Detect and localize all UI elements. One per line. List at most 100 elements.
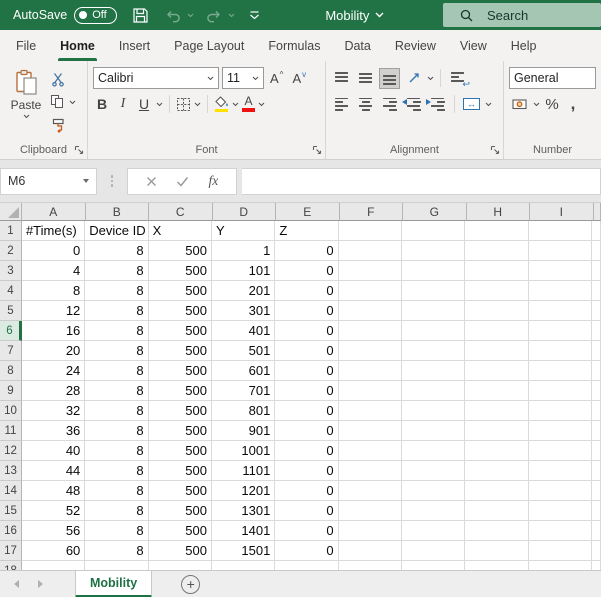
grow-font-button[interactable]: A ^ xyxy=(270,69,284,86)
cell-i18[interactable] xyxy=(529,561,593,570)
cell-h1[interactable] xyxy=(465,221,529,241)
cell-b15[interactable]: 8 xyxy=(85,501,149,521)
cancel-icon[interactable] xyxy=(146,176,157,187)
cell-f15[interactable] xyxy=(338,501,402,521)
cell-i15[interactable] xyxy=(528,501,593,521)
cell-i9[interactable] xyxy=(528,381,593,401)
cell-e10[interactable]: 0 xyxy=(275,401,339,421)
cell-f14[interactable] xyxy=(338,481,402,501)
row-header-8[interactable]: 8 xyxy=(0,361,22,381)
cell-d7[interactable]: 501 xyxy=(211,341,276,361)
cell-e13[interactable]: 0 xyxy=(275,461,339,481)
align-right-button[interactable] xyxy=(379,94,400,115)
cell-b4[interactable]: 8 xyxy=(85,281,149,301)
cell-g13[interactable] xyxy=(402,461,466,481)
cell-a7[interactable]: 20 xyxy=(21,341,86,361)
cell-d2[interactable]: 1 xyxy=(211,241,276,261)
cell-d10[interactable]: 801 xyxy=(211,401,276,421)
cell-b13[interactable]: 8 xyxy=(85,461,149,481)
cell-b14[interactable]: 8 xyxy=(85,481,149,501)
cell-i7[interactable] xyxy=(528,341,593,361)
cell-g12[interactable] xyxy=(402,441,466,461)
font-color-button[interactable]: A xyxy=(242,95,255,112)
cell-h12[interactable] xyxy=(465,441,529,461)
cell-h9[interactable] xyxy=(465,381,529,401)
select-all-corner[interactable] xyxy=(0,203,22,221)
tab-help[interactable]: Help xyxy=(510,38,537,53)
cell-a6[interactable]: 16 xyxy=(21,321,86,341)
cell-a14[interactable]: 48 xyxy=(21,481,86,501)
column-header-h[interactable]: H xyxy=(466,203,530,221)
bottom-align-button[interactable] xyxy=(379,67,400,89)
underline-button[interactable]: U xyxy=(138,96,150,112)
cell-a4[interactable]: 8 xyxy=(21,281,86,301)
row-header-10[interactable]: 10 xyxy=(0,401,22,421)
row-header-1[interactable]: 1 xyxy=(0,221,22,241)
cell-g17[interactable] xyxy=(402,541,466,561)
cell-a10[interactable]: 32 xyxy=(21,401,86,421)
orientation-button[interactable] xyxy=(403,68,424,89)
cell-g11[interactable] xyxy=(402,421,466,441)
row-header-6[interactable]: 6 xyxy=(0,321,22,341)
tab-view[interactable]: View xyxy=(459,38,487,53)
cell-i14[interactable] xyxy=(528,481,593,501)
cell-b11[interactable]: 8 xyxy=(85,421,149,441)
cell-h11[interactable] xyxy=(465,421,529,441)
tab-page-layout[interactable]: Page Layout xyxy=(174,38,245,53)
cell-i12[interactable] xyxy=(528,441,593,461)
cell-g3[interactable] xyxy=(402,261,466,281)
font-name-select[interactable]: Calibri xyxy=(93,67,219,89)
row-header-9[interactable]: 9 xyxy=(0,381,22,401)
cell-a2[interactable]: 0 xyxy=(21,241,86,261)
top-align-button[interactable] xyxy=(331,68,352,89)
cell-g7[interactable] xyxy=(402,341,466,361)
formula-input[interactable] xyxy=(242,167,601,195)
cell-c7[interactable]: 500 xyxy=(148,341,212,361)
cell-b6[interactable]: 8 xyxy=(85,321,149,341)
cell-b10[interactable]: 8 xyxy=(85,401,149,421)
cell-e16[interactable]: 0 xyxy=(275,521,339,541)
column-header-i[interactable]: I xyxy=(530,203,594,221)
cell-b5[interactable]: 8 xyxy=(85,301,149,321)
row-header-14[interactable]: 14 xyxy=(0,481,22,501)
cell-g6[interactable] xyxy=(402,321,466,341)
row-header-16[interactable]: 16 xyxy=(0,521,22,541)
cell-i11[interactable] xyxy=(528,421,593,441)
cell-b9[interactable]: 8 xyxy=(85,381,149,401)
cell-c4[interactable]: 500 xyxy=(148,281,212,301)
next-sheet-icon[interactable] xyxy=(38,580,43,588)
cell-f9[interactable] xyxy=(338,381,402,401)
align-center-button[interactable] xyxy=(355,94,376,115)
column-header-c[interactable]: C xyxy=(149,203,213,221)
cell-i16[interactable] xyxy=(528,521,593,541)
paste-button[interactable]: Paste xyxy=(5,65,47,140)
column-header-e[interactable]: E xyxy=(276,203,340,221)
cell-a5[interactable]: 12 xyxy=(21,301,86,321)
cell-i13[interactable] xyxy=(528,461,593,481)
cut-button[interactable] xyxy=(51,71,76,87)
cell-d18[interactable] xyxy=(212,561,276,570)
cell-f4[interactable] xyxy=(338,281,402,301)
cell-h10[interactable] xyxy=(465,401,529,421)
wrap-text-button[interactable]: ↩ xyxy=(447,68,470,89)
insert-function-icon[interactable]: fx xyxy=(208,173,219,188)
cell-d9[interactable]: 701 xyxy=(211,381,276,401)
cell-e18[interactable] xyxy=(275,561,339,570)
cell-h15[interactable] xyxy=(465,501,529,521)
cell-a16[interactable]: 56 xyxy=(21,521,86,541)
cell-a15[interactable]: 52 xyxy=(21,501,86,521)
cell-f13[interactable] xyxy=(338,461,402,481)
cell-f1[interactable] xyxy=(338,221,402,241)
cell-i6[interactable] xyxy=(528,321,593,341)
customize-quick-access-icon[interactable] xyxy=(243,3,267,27)
cell-d5[interactable]: 301 xyxy=(211,301,276,321)
cell-c16[interactable]: 500 xyxy=(148,521,212,541)
tab-review[interactable]: Review xyxy=(394,38,436,53)
row-header-4[interactable]: 4 xyxy=(0,281,22,301)
merge-dropdown-icon[interactable] xyxy=(485,102,492,107)
cell-f10[interactable] xyxy=(338,401,402,421)
cell-f2[interactable] xyxy=(338,241,402,261)
comma-style-button[interactable]: , xyxy=(570,94,576,113)
decrease-indent-button[interactable] xyxy=(402,94,424,115)
cell-d13[interactable]: 1101 xyxy=(211,461,276,481)
